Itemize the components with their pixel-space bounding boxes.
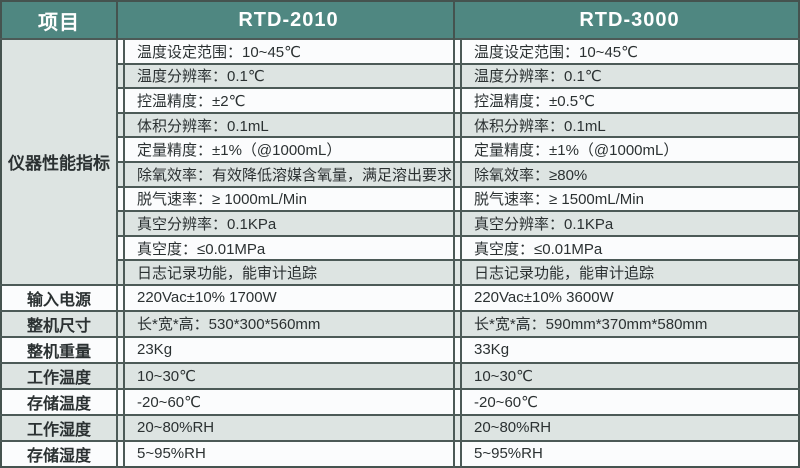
table-row: 输入电源 220Vac±10% 1700W 220Vac±10% 3600W — [1, 283, 799, 311]
header-gap — [116, 1, 124, 39]
perf-temp-resolution-rtd3000: 温度分辨率：0.1℃ — [461, 62, 799, 89]
power-rtd3000: 220Vac±10% 3600W — [461, 283, 799, 311]
performance-section-label: 仪器性能指标 — [1, 38, 117, 285]
table-row: 温度分辨率：0.1℃ 温度分辨率：0.1℃ — [1, 62, 799, 89]
dimensions-rtd2010: 长*宽*高：530*300*560mm — [124, 309, 454, 337]
header-project: 项目 — [1, 1, 117, 39]
weight-rtd3000: 33Kg — [461, 335, 799, 363]
working-temp-rtd2010: 10~30℃ — [124, 361, 454, 389]
storage-humidity-rtd2010: 5~95%RH — [124, 439, 454, 467]
perf-degas-rate-rtd3000: 脱气速率：≥ 1500mL/Min — [461, 185, 799, 212]
perf-dosing-accuracy-rtd2010: 定量精度：±1%（@1000mL） — [124, 136, 454, 162]
row-label-power: 输入电源 — [1, 283, 117, 311]
row-label-dimensions: 整机尺寸 — [1, 309, 117, 337]
perf-volume-resolution-rtd2010: 体积分辨率：0.1mL — [124, 111, 454, 138]
header-gap — [453, 1, 461, 39]
perf-degas-rate-rtd2010: 脱气速率：≥ 1000mL/Min — [124, 185, 454, 212]
working-humidity-rtd2010: 20~80%RH — [124, 413, 454, 441]
working-humidity-rtd3000: 20~80%RH — [461, 413, 799, 441]
table-row: 仪器性能指标 温度设定范围：10~45℃ 温度设定范围：10~45℃ — [1, 38, 799, 285]
storage-temp-rtd2010: -20~60℃ — [124, 387, 454, 415]
header-row: 项目 RTD-2010 RTD-3000 — [1, 1, 799, 39]
header-model-rtd2010: RTD-2010 — [124, 1, 454, 39]
table-row: 脱气速率：≥ 1000mL/Min 脱气速率：≥ 1500mL/Min — [1, 185, 799, 212]
perf-vacuum-resolution-rtd3000: 真空分辨率：0.1KPa — [461, 210, 799, 236]
perf-deoxygen-rtd2010: 除氧效率：有效降低溶媒含氧量，满足溶出要求 — [124, 160, 454, 187]
table-row: 日志记录功能，能审计追踪 日志记录功能，能审计追踪 — [1, 259, 799, 285]
working-temp-rtd3000: 10~30℃ — [461, 361, 799, 389]
table-row: 真空度：≤0.01MPa 真空度：≤0.01MPa — [1, 234, 799, 261]
perf-audit-log-rtd3000: 日志记录功能，能审计追踪 — [461, 259, 799, 285]
row-label-storage-humidity: 存储湿度 — [1, 439, 117, 467]
perf-temp-resolution-rtd2010: 温度分辨率：0.1℃ — [124, 62, 454, 89]
header-model-rtd3000: RTD-3000 — [461, 1, 799, 39]
weight-rtd2010: 23Kg — [124, 335, 454, 363]
table-row: 存储温度 -20~60℃ -20~60℃ — [1, 387, 799, 415]
table-row: 整机尺寸 长*宽*高：530*300*560mm 长*宽*高：590mm*370… — [1, 309, 799, 337]
row-label-storage-temp: 存储温度 — [1, 387, 117, 415]
perf-temp-accuracy-rtd3000: 控温精度：±0.5℃ — [461, 87, 799, 113]
perf-vacuum-degree-rtd2010: 真空度：≤0.01MPa — [124, 234, 454, 261]
table-row: 真空分辨率：0.1KPa 真空分辨率：0.1KPa — [1, 210, 799, 236]
table-row: 整机重量 23Kg 33Kg — [1, 335, 799, 363]
row-label-working-humidity: 工作湿度 — [1, 413, 117, 441]
perf-temp-range-rtd3000: 温度设定范围：10~45℃ — [461, 38, 799, 64]
table-row: 工作温度 10~30℃ 10~30℃ — [1, 361, 799, 389]
table-row: 存储湿度 5~95%RH 5~95%RH — [1, 439, 799, 467]
perf-deoxygen-rtd3000: 除氧效率：≥80% — [461, 160, 799, 187]
perf-temp-range-rtd2010: 温度设定范围：10~45℃ — [124, 38, 454, 64]
table-row: 控温精度：±2℃ 控温精度：±0.5℃ — [1, 87, 799, 113]
storage-humidity-rtd3000: 5~95%RH — [461, 439, 799, 467]
row-label-working-temp: 工作温度 — [1, 361, 117, 389]
dimensions-rtd3000: 长*宽*高：590mm*370mm*580mm — [461, 309, 799, 337]
table-row: 定量精度：±1%（@1000mL） 定量精度：±1%（@1000mL） — [1, 136, 799, 162]
table-row: 工作湿度 20~80%RH 20~80%RH — [1, 413, 799, 441]
row-label-weight: 整机重量 — [1, 335, 117, 363]
storage-temp-rtd3000: -20~60℃ — [461, 387, 799, 415]
power-rtd2010: 220Vac±10% 1700W — [124, 283, 454, 311]
perf-vacuum-degree-rtd3000: 真空度：≤0.01MPa — [461, 234, 799, 261]
perf-audit-log-rtd2010: 日志记录功能，能审计追踪 — [124, 259, 454, 285]
table-row: 除氧效率：有效降低溶媒含氧量，满足溶出要求 除氧效率：≥80% — [1, 160, 799, 187]
perf-dosing-accuracy-rtd3000: 定量精度：±1%（@1000mL） — [461, 136, 799, 162]
table-row: 体积分辨率：0.1mL 体积分辨率：0.1mL — [1, 111, 799, 138]
perf-vacuum-resolution-rtd2010: 真空分辨率：0.1KPa — [124, 210, 454, 236]
perf-temp-accuracy-rtd2010: 控温精度：±2℃ — [124, 87, 454, 113]
perf-volume-resolution-rtd3000: 体积分辨率：0.1mL — [461, 111, 799, 138]
